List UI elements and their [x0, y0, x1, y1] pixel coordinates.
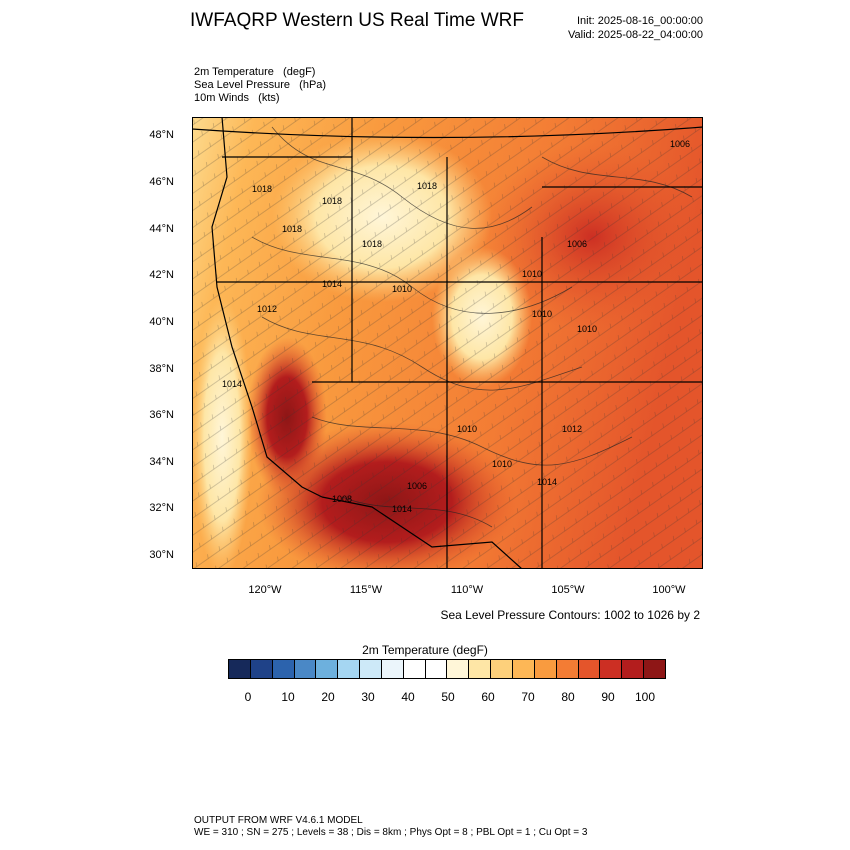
colorbar-swatch	[425, 660, 448, 678]
isobar-label: 1006	[407, 481, 427, 491]
lat-label-30: 30°N	[149, 549, 174, 561]
colorbar-swatch	[644, 660, 665, 678]
field-temperature: 2m Temperature (degF)	[194, 66, 316, 78]
lat-label-32: 32°N	[149, 502, 174, 514]
colorbar-tick: 60	[481, 690, 495, 704]
lat-label-44: 44°N	[149, 223, 174, 235]
isobar-label: 1018	[362, 239, 382, 249]
colorbar-tick: 40	[401, 690, 415, 704]
init-time: Init: 2025-08-16_00:00:00	[577, 15, 703, 27]
colorbar-swatch	[272, 660, 295, 678]
colorbar-tick: 30	[361, 690, 375, 704]
lon-label-115w: 115°W	[349, 584, 383, 596]
colorbar-tick: 80	[561, 690, 575, 704]
lon-label-100w: 100°W	[652, 584, 686, 596]
colorbar-swatch	[600, 660, 623, 678]
colorbar-swatch	[491, 660, 513, 678]
colorbar-title: 2m Temperature (degF)	[362, 643, 488, 657]
colorbar-swatch	[294, 660, 317, 678]
lon-label-110w: 110°W	[450, 584, 484, 596]
isobar-label: 1012	[257, 304, 277, 314]
lat-label-46: 46°N	[149, 176, 174, 188]
field-winds: 10m Winds (kts)	[194, 92, 280, 104]
isobar-label: 1012	[562, 424, 582, 434]
lat-label-38: 38°N	[149, 363, 174, 375]
colorbar-swatch	[556, 660, 579, 678]
lon-label-105w: 105°W	[551, 584, 585, 596]
isobar-label: 1018	[322, 196, 342, 206]
isobar-label: 1010	[532, 309, 552, 319]
lat-label-36: 36°N	[149, 409, 174, 421]
colorbar-tick: 90	[601, 690, 615, 704]
colorbar-swatch	[469, 660, 492, 678]
lon-label-120w: 120°W	[248, 584, 282, 596]
lat-label-48: 48°N	[149, 129, 174, 141]
colorbar-swatch	[360, 660, 382, 678]
colorbar-tick: 50	[441, 690, 455, 704]
field-pressure: Sea Level Pressure (hPa)	[194, 79, 327, 91]
model-footer: OUTPUT FROM WRF V4.6.1 MODEL WE = 310 ; …	[194, 815, 587, 839]
plot-title: IWFAQRP Western US Real Time WRF	[190, 10, 524, 31]
colorbar-tick: 70	[521, 690, 535, 704]
pressure-contour-note: Sea Level Pressure Contours: 1002 to 102…	[440, 608, 701, 622]
footer-model: OUTPUT FROM WRF V4.6.1 MODEL	[194, 815, 363, 826]
colorbar-tick: 100	[634, 690, 656, 704]
colorbar-tick: 10	[281, 690, 295, 704]
lat-label-34: 34°N	[149, 456, 174, 468]
colorbar-swatch	[229, 660, 251, 678]
isobar-label: 1014	[537, 477, 557, 487]
lat-label-40: 40°N	[149, 316, 174, 328]
isobar-label: 1010	[492, 459, 512, 469]
isobar-label: 1014	[222, 379, 242, 389]
colorbar-swatch	[338, 660, 361, 678]
colorbar-tick: 20	[321, 690, 335, 704]
isobar-label: 1014	[392, 504, 412, 514]
colorbar-swatch	[578, 660, 601, 678]
isobar-label: 1006	[567, 239, 587, 249]
weather-map: 1006 1018 1018 1018 1018 1018 1006 1010 …	[192, 117, 703, 569]
colorbar-swatch	[381, 660, 404, 678]
temperature-colorbar	[228, 659, 666, 679]
isobar-label: 1018	[252, 184, 272, 194]
colorbar-swatch	[447, 660, 470, 678]
isobar-label: 1010	[522, 269, 542, 279]
isobar-label: 1018	[282, 224, 302, 234]
colorbar-swatch	[403, 660, 426, 678]
run-times: Init: 2025-08-16_00:00:00 Valid: 2025-08…	[568, 14, 703, 42]
colorbar-swatch	[622, 660, 645, 678]
colorbar-tick: 0	[244, 690, 252, 704]
colorbar-swatch	[534, 660, 557, 678]
isobar-label: 1010	[577, 324, 597, 334]
colorbar-swatch	[316, 660, 339, 678]
colorbar-swatch	[512, 660, 535, 678]
isobar-label: 1010	[392, 284, 412, 294]
valid-time: Valid: 2025-08-22_04:00:00	[568, 29, 703, 41]
field-legend: 2m Temperature (degF) Sea Level Pressure…	[194, 66, 326, 105]
footer-config: WE = 310 ; SN = 275 ; Levels = 38 ; Dis …	[194, 827, 588, 838]
isobar-label: 1014	[322, 279, 342, 289]
isobar-label: 1008	[332, 494, 352, 504]
isobar-label: 1006	[670, 139, 690, 149]
colorbar-swatch	[250, 660, 273, 678]
isobar-label: 1010	[457, 424, 477, 434]
isobar-label: 1018	[417, 181, 437, 191]
lat-label-42: 42°N	[149, 269, 174, 281]
